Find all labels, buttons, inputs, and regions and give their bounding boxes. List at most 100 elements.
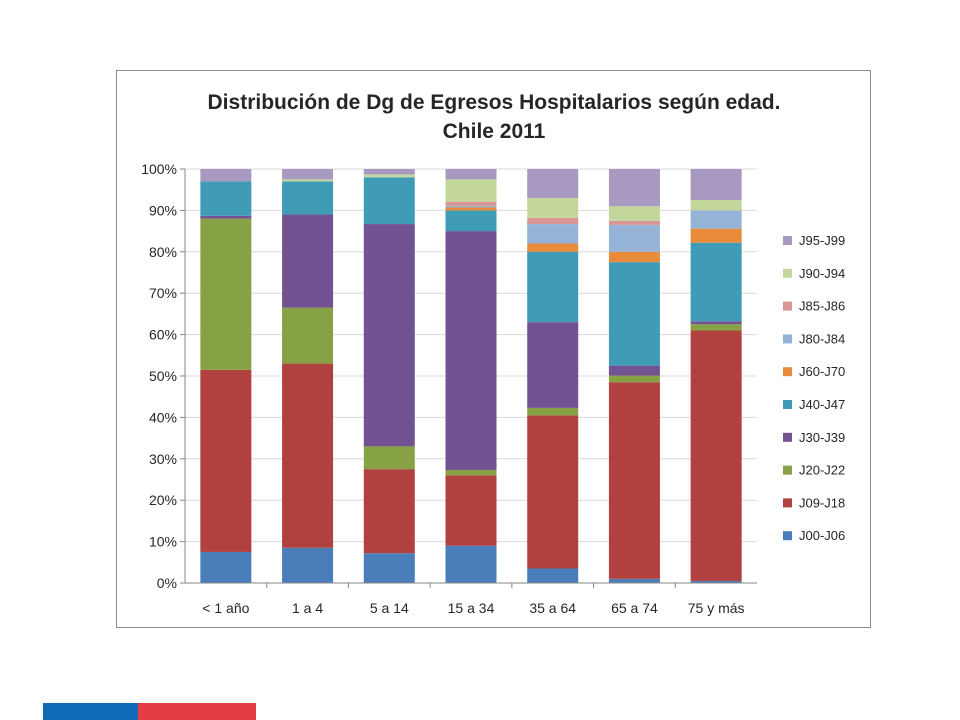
y-tick-label: 50% bbox=[149, 368, 177, 384]
y-tick-labels: 0% 10% 20% 30% 40% 50% 60% 70% 80% 90% 100% bbox=[141, 161, 177, 591]
y-tick-label: 70% bbox=[149, 285, 177, 301]
bar-segment-j00-j06 bbox=[608, 578, 660, 583]
y-tick-label: 30% bbox=[149, 451, 177, 467]
bar-segment-j95-j99 bbox=[527, 169, 579, 198]
bar-segment-j95-j99 bbox=[608, 169, 660, 207]
bar-segment-j00-j06 bbox=[200, 551, 252, 583]
chart-title-line-2: Chile 2011 bbox=[443, 120, 546, 143]
bar-segment-j00-j06 bbox=[527, 568, 579, 583]
y-tick-label: 60% bbox=[149, 327, 177, 343]
legend-label: J00-J06 bbox=[799, 528, 845, 543]
bar-segment-j09-j18 bbox=[527, 415, 579, 569]
stacked-bar-chart: Distribución de Dg de Egresos Hospitalar… bbox=[141, 91, 845, 616]
bar-segment-j20-j22 bbox=[690, 324, 742, 331]
bar-segment-j00-j06 bbox=[445, 545, 497, 583]
bar-segment-j60-j70 bbox=[445, 207, 497, 211]
bar-segment-j95-j99 bbox=[200, 169, 252, 182]
legend-swatch bbox=[783, 236, 792, 245]
chart-frame: Distribución de Dg de Egresos Hospitalar… bbox=[116, 70, 871, 628]
bar-segment-j00-j06 bbox=[690, 580, 742, 583]
bar-segment-j30-j39 bbox=[690, 321, 742, 325]
x-tick-label: 35 a 64 bbox=[529, 600, 576, 616]
bar-segment-j60-j70 bbox=[690, 228, 742, 243]
bar-segment-j95-j99 bbox=[690, 169, 742, 201]
bar-segment-j09-j18 bbox=[363, 469, 415, 554]
y-tick-label: 10% bbox=[149, 534, 177, 550]
x-tick-label: < 1 año bbox=[202, 600, 249, 616]
legend-swatch bbox=[783, 400, 792, 409]
legend-swatch bbox=[783, 334, 792, 344]
legend-label: J09-J18 bbox=[799, 495, 845, 510]
bar-segment-j00-j06 bbox=[363, 553, 415, 583]
legend-label: J40-J47 bbox=[799, 397, 845, 412]
y-tick-label: 0% bbox=[157, 575, 177, 591]
bar-segment-j90-j94 bbox=[282, 179, 334, 182]
bar-segment-j20-j22 bbox=[608, 375, 660, 383]
bar-segment-j40-j47 bbox=[282, 181, 334, 215]
x-tick-labels: < 1 año 1 a 4 5 a 14 15 a 34 35 a 64 65 a 74 7… bbox=[202, 583, 745, 616]
bar-segment-j40-j47 bbox=[200, 181, 252, 216]
legend: J95-J99 J90-J94 J85-J86 J80-J84 J60-J70 J40-J… bbox=[783, 233, 845, 543]
bar-segment-j85-j86 bbox=[527, 217, 579, 225]
bar-segment-j95-j99 bbox=[282, 169, 334, 180]
bar-segment-j09-j18 bbox=[608, 382, 660, 579]
y-tick-label: 100% bbox=[141, 161, 177, 177]
x-tick-label: 1 a 4 bbox=[292, 600, 323, 616]
legend-swatch bbox=[783, 268, 792, 278]
bar-segment-j20-j22 bbox=[282, 307, 334, 364]
bar-segment-j30-j39 bbox=[608, 365, 660, 376]
bar-segment-j00-j06 bbox=[282, 547, 334, 583]
bar-segment-j90-j94 bbox=[527, 197, 579, 218]
bar-segment-j40-j47 bbox=[690, 242, 742, 322]
bar-segment-j09-j18 bbox=[200, 369, 252, 552]
bar-segment-j85-j86 bbox=[445, 201, 497, 206]
bar-segment-j80-j84 bbox=[690, 210, 742, 229]
bar-segment-j40-j47 bbox=[608, 262, 660, 366]
bar-segment-j60-j70 bbox=[527, 243, 579, 252]
legend-swatch bbox=[783, 531, 792, 541]
brand-strip bbox=[43, 703, 256, 720]
bar-segment-j30-j39 bbox=[445, 231, 497, 470]
legend-label: J80-J84 bbox=[799, 331, 845, 346]
bars bbox=[200, 169, 742, 583]
bar-segment-j80-j84 bbox=[527, 224, 579, 244]
legend-label: J85-J86 bbox=[799, 299, 845, 314]
bar-segment-j90-j94 bbox=[608, 206, 660, 221]
legend-label: J30-J39 bbox=[799, 430, 845, 445]
bar-segment-j20-j22 bbox=[200, 218, 252, 370]
legend-label: J20-J22 bbox=[799, 463, 845, 478]
legend-swatch bbox=[783, 301, 792, 311]
y-tick-label: 40% bbox=[149, 409, 177, 425]
legend-swatch bbox=[783, 498, 792, 508]
legend-swatch bbox=[783, 432, 792, 442]
bar-segment-j09-j18 bbox=[282, 363, 334, 548]
legend-label: J95-J99 bbox=[799, 233, 845, 248]
bar-segment-j80-j84 bbox=[608, 224, 660, 252]
x-tick-label: 65 a 74 bbox=[611, 600, 658, 616]
bar-segment-j09-j18 bbox=[445, 475, 497, 546]
x-tick-label: 15 a 34 bbox=[448, 600, 495, 616]
bar-segment-j80-j84 bbox=[445, 205, 497, 208]
bar-segment-j40-j47 bbox=[363, 177, 415, 225]
bar-segment-j90-j94 bbox=[690, 200, 742, 211]
y-tick-label: 90% bbox=[149, 202, 177, 218]
y-tick-label: 20% bbox=[149, 492, 177, 508]
x-tick-label: 75 y más bbox=[688, 600, 745, 616]
bar-segment-j90-j94 bbox=[445, 179, 497, 202]
legend-label: J90-J94 bbox=[799, 266, 845, 281]
bar-segment-j20-j22 bbox=[527, 407, 579, 416]
bar-segment-j30-j39 bbox=[527, 322, 579, 408]
legend-swatch bbox=[783, 465, 792, 475]
bar-segment-j20-j22 bbox=[363, 446, 415, 470]
bar-segment-j09-j18 bbox=[690, 330, 742, 581]
bar-segment-j40-j47 bbox=[445, 210, 497, 232]
bar-segment-j30-j39 bbox=[200, 215, 252, 219]
legend-label: J60-J70 bbox=[799, 364, 845, 379]
axes bbox=[184, 169, 757, 584]
brand-strip-blue bbox=[43, 703, 138, 720]
bar-segment-j85-j86 bbox=[608, 220, 660, 225]
bar-segment-j30-j39 bbox=[363, 224, 415, 447]
bar-segment-j40-j47 bbox=[527, 251, 579, 323]
legend-swatch bbox=[783, 367, 792, 377]
bar-segment-j95-j99 bbox=[363, 169, 415, 175]
